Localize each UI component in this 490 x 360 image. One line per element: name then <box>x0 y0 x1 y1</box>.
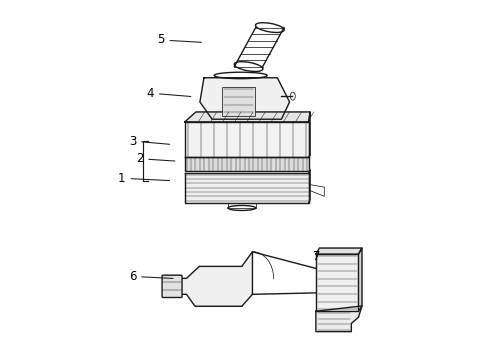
Polygon shape <box>172 252 252 306</box>
Text: 3: 3 <box>129 135 170 148</box>
Text: 7: 7 <box>313 250 320 263</box>
Text: 1: 1 <box>118 172 170 185</box>
Polygon shape <box>309 170 310 203</box>
Polygon shape <box>316 306 362 332</box>
Bar <box>185 157 309 171</box>
Text: 2: 2 <box>136 152 175 165</box>
Polygon shape <box>185 173 309 203</box>
Bar <box>222 87 255 116</box>
Text: 6: 6 <box>129 270 173 283</box>
Polygon shape <box>309 112 310 157</box>
Polygon shape <box>316 248 362 254</box>
Polygon shape <box>185 122 309 157</box>
Polygon shape <box>358 248 362 311</box>
Text: 5: 5 <box>157 33 201 46</box>
Polygon shape <box>200 78 290 119</box>
FancyBboxPatch shape <box>162 275 182 297</box>
Polygon shape <box>185 112 310 122</box>
Text: 4: 4 <box>147 87 191 100</box>
Polygon shape <box>316 254 358 311</box>
